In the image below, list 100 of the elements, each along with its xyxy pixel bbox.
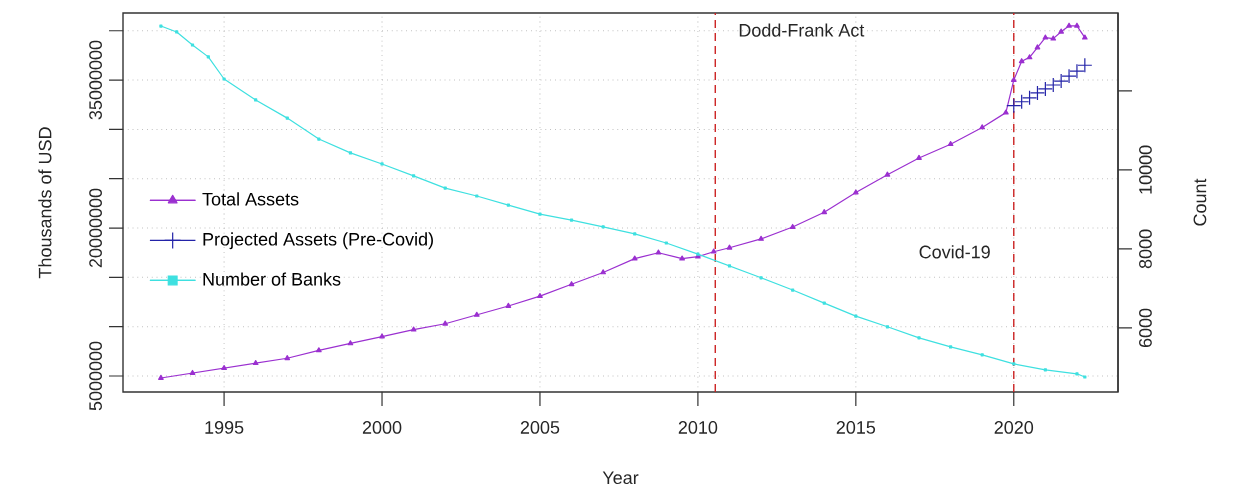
point (1034, 44, 1041, 50)
point (980, 353, 984, 357)
x-tick-label: 2000 (362, 421, 402, 434)
point (1050, 35, 1057, 41)
point (1045, 77, 1061, 93)
point (538, 212, 542, 216)
point (189, 369, 196, 375)
point (631, 255, 638, 261)
legend-label: Number of Banks (203, 272, 341, 286)
point (885, 325, 890, 329)
point (601, 225, 605, 229)
point (633, 232, 637, 236)
y2-axis-title: Count (1193, 178, 1207, 226)
point (222, 77, 226, 81)
point (789, 223, 796, 229)
point (1010, 76, 1017, 82)
point (852, 189, 859, 195)
point (1018, 58, 1025, 64)
point (284, 355, 291, 361)
point (175, 30, 179, 34)
point (442, 320, 449, 326)
point (1069, 63, 1085, 79)
point (190, 43, 195, 47)
point (1003, 109, 1009, 115)
point (854, 314, 858, 318)
ref-line-label: Covid-19 (919, 245, 990, 259)
point (1081, 34, 1088, 40)
point (1058, 28, 1064, 34)
point (505, 302, 512, 308)
point (758, 235, 764, 241)
point (664, 241, 668, 245)
point (443, 186, 447, 190)
point (317, 137, 321, 141)
point (568, 281, 575, 287)
point (348, 151, 353, 155)
y-axis-title: Thousands of USD (38, 127, 52, 279)
point (979, 124, 986, 130)
point (821, 209, 828, 215)
point (252, 360, 259, 366)
y-tick-label: 20000000 (89, 188, 102, 268)
point (1021, 90, 1038, 106)
point (206, 55, 210, 59)
point (1037, 81, 1053, 97)
point (917, 336, 921, 340)
point (600, 269, 606, 275)
point (254, 98, 258, 102)
point (1026, 54, 1033, 60)
point (537, 292, 543, 299)
ref-line-label: Dodd-Frank Act (739, 23, 865, 37)
legend-label: Total Assets (202, 192, 299, 206)
y2-tick-label: 8000 (1139, 229, 1152, 269)
point (379, 333, 385, 339)
point (726, 244, 733, 250)
point (1075, 372, 1079, 376)
y-tick-label: 5000000 (89, 341, 102, 411)
point (347, 340, 354, 346)
point (822, 301, 826, 305)
point (1066, 22, 1072, 28)
x-tick-label: 2015 (836, 421, 876, 434)
point (285, 116, 289, 120)
point (1083, 375, 1087, 379)
point (506, 203, 510, 207)
point (158, 374, 164, 380)
point (1053, 73, 1069, 89)
x-tick-label: 2020 (994, 421, 1034, 434)
x-tick-label: 2010 (678, 421, 718, 434)
y2-tick-label: 6000 (1139, 308, 1152, 348)
point (727, 264, 732, 268)
point (380, 162, 384, 166)
point (655, 249, 662, 255)
point (1074, 22, 1080, 28)
point (1012, 362, 1016, 366)
point (159, 24, 163, 28)
point (1006, 98, 1022, 114)
point (947, 140, 954, 147)
point (475, 194, 479, 198)
point (1042, 34, 1049, 40)
point (679, 255, 685, 261)
x-tick-label: 2005 (520, 421, 560, 434)
x-tick-label: 1995 (205, 421, 244, 434)
point (1077, 57, 1093, 73)
point (949, 345, 953, 349)
point (791, 288, 795, 292)
y2-tick-label: 10000 (1139, 145, 1152, 194)
x-axis-title: Year (602, 471, 639, 485)
legend-label: Projected Assets (Pre-Covid) (203, 232, 433, 250)
point (1029, 85, 1046, 101)
point (412, 174, 416, 178)
point (1014, 94, 1030, 110)
point (569, 218, 574, 222)
y-tick-label: 35000000 (89, 40, 102, 120)
point (884, 171, 891, 177)
point (473, 311, 480, 317)
point (410, 326, 417, 332)
point (710, 248, 717, 254)
point (1061, 68, 1077, 84)
point (759, 276, 763, 280)
point (221, 364, 227, 371)
point (916, 154, 922, 160)
point (316, 347, 322, 353)
